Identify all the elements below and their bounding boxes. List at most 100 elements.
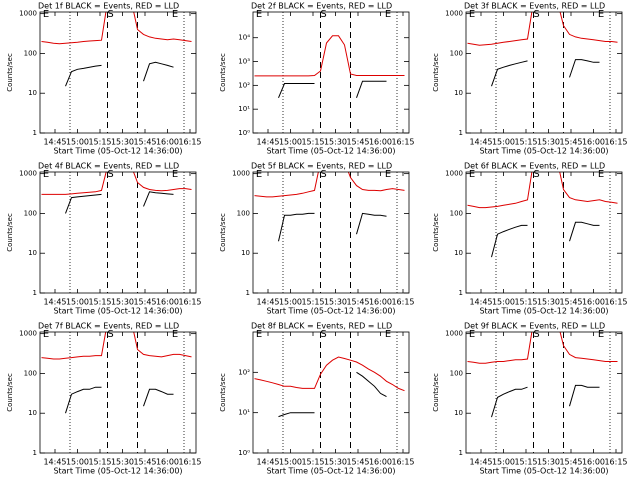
annotation: E [172, 169, 178, 180]
annotation: E [469, 329, 475, 340]
annotation: E [469, 169, 475, 180]
x-tick-label: 15:00 [279, 458, 302, 467]
y-axis-label: Counts/sec [432, 373, 440, 412]
annotation: E [172, 329, 178, 340]
panel: Det 2f BLACK = Events, RED = LLD Start Ti… [219, 2, 415, 156]
y-tick-label: 10 [454, 249, 463, 257]
y-axis-label: Counts/sec [219, 213, 227, 252]
annotation: S [533, 169, 539, 180]
x-tick-label: 15:00 [279, 298, 302, 307]
data-line [278, 212, 387, 242]
chart-title: Det 3f BLACK = Events, RED = LLD [464, 2, 605, 11]
x-tick-label: 15:30 [537, 458, 560, 467]
annotation: E [385, 329, 391, 340]
x-tick-label: 16:00 [156, 458, 179, 467]
annotation: E [256, 9, 262, 20]
annotation: E [598, 9, 604, 20]
x-tick-label: 15:30 [111, 298, 134, 307]
annotation: E [598, 169, 604, 180]
chart-title: Det 6f BLACK = Events, RED = LLD [464, 162, 605, 171]
y-tick-label: 10² [238, 81, 250, 89]
x-tick-label: 15:45 [346, 298, 369, 307]
chart-title: Det 5f BLACK = Events, RED = LLD [251, 162, 392, 171]
x-tick-label: 15:45 [346, 458, 369, 467]
x-tick-label: 16:15 [178, 298, 201, 307]
annotation: E [385, 9, 391, 20]
x-tick-label: 16:00 [156, 138, 179, 147]
y-tick-label: 1 [246, 289, 250, 297]
panel: Det 9f BLACK = Events, RED = LLD Start Ti… [432, 322, 628, 476]
x-tick-label: 15:15 [88, 138, 111, 147]
annotation: S [320, 9, 326, 20]
panel: Det 5f BLACK = Events, RED = LLD Start Ti… [219, 162, 415, 316]
x-tick-label: 15:00 [279, 138, 302, 147]
x-tick-label: 15:45 [133, 298, 156, 307]
data-line [254, 35, 405, 77]
x-tick-label: 15:30 [537, 138, 560, 147]
data-line [467, 172, 618, 209]
y-tick-label: 10⁰ [238, 449, 250, 457]
x-tick-label: 14:45 [469, 138, 492, 147]
y-tick-label: 100 [24, 369, 37, 377]
x-tick-label: 14:45 [469, 458, 492, 467]
plot-frame [39, 11, 197, 134]
x-tick-label: 16:15 [604, 298, 627, 307]
y-tick-label: 10 [28, 89, 37, 97]
data-line [254, 356, 405, 392]
panel: Det 8f BLACK = Events, RED = LLD Start Ti… [219, 322, 415, 476]
y-tick-label: 10¹ [238, 409, 250, 417]
plot-frame [39, 171, 197, 294]
y-tick-label: 10 [28, 249, 37, 257]
x-tick-label: 15:30 [111, 138, 134, 147]
x-tick-label: 16:15 [391, 298, 414, 307]
y-tick-label: 1 [33, 129, 37, 137]
data-line [254, 172, 405, 198]
plot-frame [465, 11, 623, 134]
x-axis-label: Start Time (05-Oct-12 14:36:00) [53, 147, 182, 156]
annotation: S [107, 329, 113, 340]
x-tick-label: 15:45 [559, 138, 582, 147]
y-tick-label: 1 [33, 449, 37, 457]
plot-frame [252, 11, 410, 134]
annotation: S [533, 329, 539, 340]
x-tick-label: 16:00 [582, 138, 605, 147]
x-tick-label: 15:30 [324, 298, 347, 307]
annotation: E [469, 9, 475, 20]
x-tick-label: 15:15 [301, 458, 324, 467]
chart-title: Det 1f BLACK = Events, RED = LLD [38, 2, 179, 11]
data-line [41, 12, 192, 45]
chart-title: Det 7f BLACK = Events, RED = LLD [38, 322, 179, 331]
y-tick-label: 10⁰ [238, 129, 250, 137]
x-tick-label: 14:45 [469, 298, 492, 307]
y-axis-label: Counts/sec [6, 213, 14, 252]
plot-frame [465, 171, 623, 294]
x-tick-label: 15:30 [537, 298, 560, 307]
x-tick-label: 16:15 [178, 138, 201, 147]
x-tick-label: 14:45 [256, 298, 279, 307]
y-tick-label: 10² [238, 368, 250, 376]
x-tick-label: 14:45 [43, 458, 66, 467]
x-axis-label: Start Time (05-Oct-12 14:36:00) [266, 467, 395, 476]
y-tick-label: 1000 [445, 10, 463, 18]
x-tick-label: 16:15 [604, 458, 627, 467]
data-line [491, 59, 600, 87]
data-line [65, 61, 174, 87]
y-axis-label: Counts/sec [219, 373, 227, 412]
y-tick-label: 100 [450, 49, 463, 57]
data-line [278, 371, 387, 418]
plot-frame [465, 331, 623, 454]
x-tick-label: 16:00 [156, 298, 179, 307]
data-line [491, 384, 600, 418]
data-line [65, 191, 174, 214]
plot-frame [39, 331, 197, 454]
x-tick-label: 15:30 [324, 138, 347, 147]
y-tick-label: 1 [459, 129, 463, 137]
x-tick-label: 15:00 [492, 298, 515, 307]
x-tick-label: 16:00 [582, 458, 605, 467]
panel: Det 6f BLACK = Events, RED = LLD Start Ti… [432, 162, 628, 316]
chart-title: Det 8f BLACK = Events, RED = LLD [251, 322, 392, 331]
annotation: E [256, 329, 262, 340]
x-tick-label: 15:00 [492, 458, 515, 467]
